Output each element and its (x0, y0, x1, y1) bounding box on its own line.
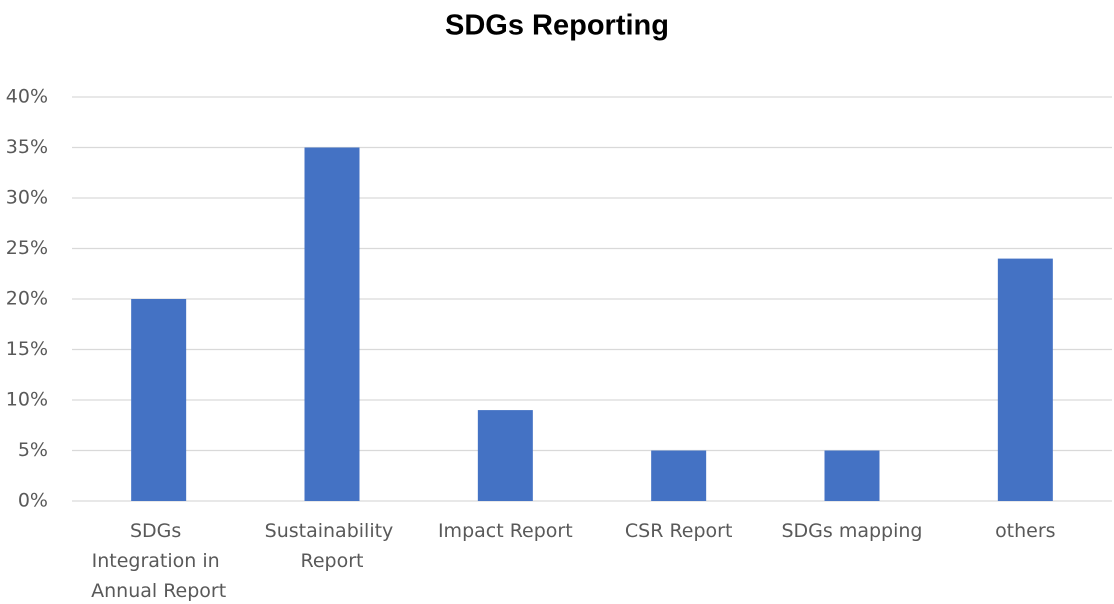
x-tick-label: SDGs Integration in Annual Report (91, 520, 226, 602)
x-tick-label: CSR Report (625, 520, 733, 542)
bar (131, 299, 187, 501)
bar (824, 450, 880, 501)
x-tick-label: SDGs mapping (781, 520, 922, 542)
chart-title: SDGs Reporting (445, 10, 669, 42)
bar (477, 410, 533, 501)
y-tick-label: 40% (6, 86, 48, 108)
x-tick-label: Impact Report (438, 520, 573, 542)
y-tick-label: 35% (6, 136, 48, 158)
x-tick-label: others (995, 520, 1056, 542)
x-tick-label: Sustainability Report (265, 520, 400, 572)
y-tick-label: 30% (6, 187, 48, 209)
bar (651, 450, 707, 501)
bar (304, 147, 360, 501)
y-tick-label: 0% (18, 490, 48, 512)
y-tick-label: 10% (6, 389, 48, 411)
bar (997, 258, 1053, 501)
y-tick-label: 25% (6, 237, 48, 259)
y-tick-label: 15% (6, 338, 48, 360)
y-tick-label: 20% (6, 288, 48, 310)
y-tick-label: 5% (18, 439, 48, 461)
